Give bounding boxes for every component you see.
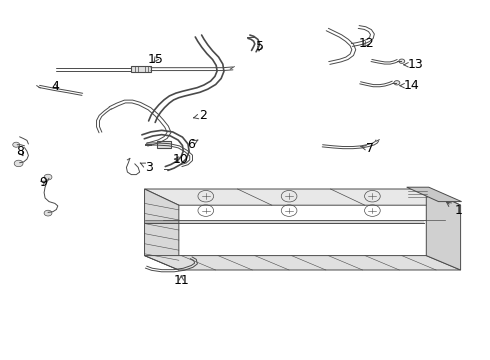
- Text: 4: 4: [51, 80, 59, 93]
- Text: 11: 11: [173, 274, 189, 287]
- Text: 12: 12: [359, 37, 374, 50]
- Polygon shape: [145, 189, 461, 205]
- Circle shape: [44, 174, 52, 180]
- Text: 3: 3: [140, 161, 153, 174]
- Text: 15: 15: [148, 53, 164, 66]
- Text: 13: 13: [404, 58, 423, 71]
- Text: 10: 10: [172, 153, 188, 166]
- Text: 8: 8: [17, 145, 24, 158]
- Bar: [131, 66, 151, 72]
- Text: 14: 14: [400, 79, 419, 92]
- Text: 6: 6: [187, 138, 198, 150]
- Circle shape: [44, 210, 52, 216]
- Text: 7: 7: [361, 142, 374, 155]
- Polygon shape: [145, 189, 179, 270]
- Text: 5: 5: [256, 40, 264, 53]
- Circle shape: [394, 81, 400, 85]
- Text: 1: 1: [446, 202, 462, 217]
- Polygon shape: [145, 256, 461, 270]
- Text: 2: 2: [194, 109, 207, 122]
- Bar: [157, 141, 171, 148]
- Circle shape: [399, 59, 405, 63]
- Circle shape: [13, 142, 20, 147]
- Circle shape: [14, 160, 23, 167]
- Text: 9: 9: [39, 176, 47, 189]
- Polygon shape: [426, 189, 461, 270]
- Polygon shape: [407, 187, 462, 202]
